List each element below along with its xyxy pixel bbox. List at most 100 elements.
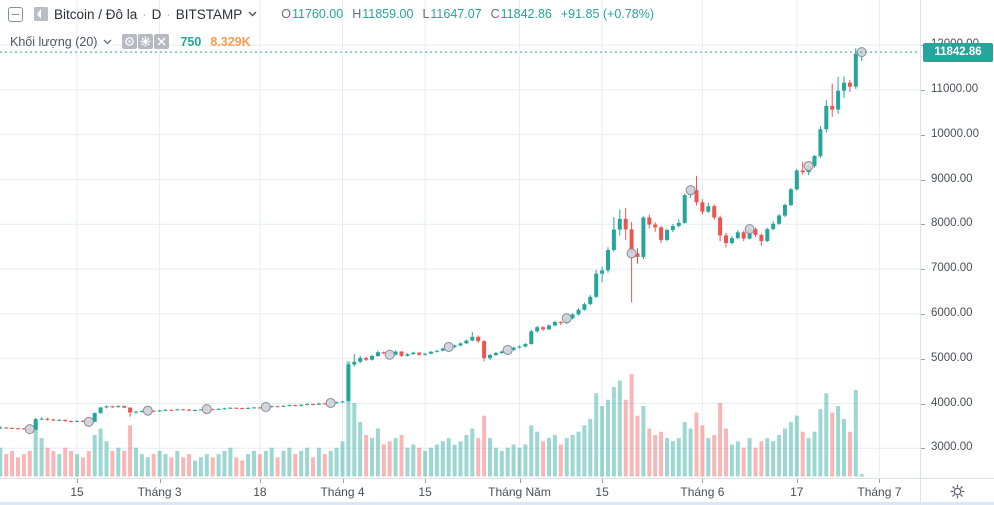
candle-body [794, 170, 799, 190]
volume-bar [582, 425, 587, 477]
volume-bar [139, 454, 144, 477]
volume-bar [859, 474, 864, 477]
volume-bar [777, 434, 782, 477]
price-axis[interactable]: 12000.0011000.0010000.009000.008000.0070… [920, 0, 994, 478]
candle-body [381, 352, 386, 354]
interval-selector[interactable]: D [151, 6, 162, 22]
volume-bar [853, 390, 858, 477]
last-price-badge: 11842.86 [923, 42, 993, 62]
volume-bar [134, 447, 138, 477]
time-tick-label: Tháng 7 [857, 485, 902, 499]
volume-bar [293, 454, 298, 477]
eye-icon[interactable] [122, 34, 138, 49]
candle-body [836, 90, 841, 110]
candle-body [818, 129, 823, 157]
candle-body [334, 402, 339, 404]
price-tick-label: 4000.00 [931, 396, 973, 409]
candle-body [552, 322, 557, 326]
volume-bar [16, 457, 20, 477]
time-tick-label: 15 [418, 485, 432, 499]
candle-body [570, 314, 575, 319]
interval-marker [626, 248, 637, 259]
time-tick-label: 15 [595, 485, 609, 499]
volume-bar [27, 450, 32, 477]
time-tick-mark [259, 479, 261, 483]
volume-bar [346, 361, 351, 477]
volume-bar [393, 438, 398, 477]
volume-bar [39, 438, 44, 477]
volume-bar [157, 450, 162, 477]
volume-bar [98, 428, 103, 477]
volume-bar [647, 428, 652, 477]
candle-body [293, 405, 298, 407]
candle-body [399, 351, 404, 356]
time-tick-label: 15 [70, 485, 84, 499]
volume-bar [21, 454, 26, 477]
volume-bar [659, 431, 664, 477]
volume-bar [429, 447, 433, 477]
candle-body [800, 170, 805, 173]
volume-bar [446, 438, 451, 477]
volume-bar [824, 393, 829, 477]
candle-body [163, 409, 168, 411]
volume-bar [122, 450, 127, 477]
volume-bar [635, 415, 640, 477]
volume-bar [564, 438, 569, 477]
candle-body [269, 406, 274, 408]
time-tick-label: Tháng 3 [137, 485, 182, 499]
time-tick-mark [159, 479, 161, 483]
time-tick-mark [602, 479, 604, 483]
volume-bar [765, 438, 770, 477]
volume-bar [257, 454, 262, 477]
volume-bar [375, 428, 380, 477]
price-tick-mark [921, 179, 925, 181]
chevron-down-icon[interactable] [103, 39, 112, 45]
volume-bar [517, 447, 522, 477]
chart-canvas[interactable] [0, 0, 920, 478]
collapse-legend-button[interactable] [8, 6, 23, 22]
candle-body [33, 419, 38, 430]
close-icon[interactable] [154, 34, 170, 49]
volume-bar [576, 431, 581, 477]
exchange-selector[interactable]: BITSTAMP [175, 6, 243, 22]
axis-settings-gear-icon[interactable] [950, 484, 965, 499]
time-axis[interactable]: 15 Tháng 3 18 Tháng 4 15 Tháng Năm 15 Tháng 6 17… [0, 478, 920, 503]
volume-bar [523, 444, 528, 477]
candle-body [352, 361, 357, 365]
interval-marker [561, 313, 572, 324]
volume-bar [623, 399, 628, 477]
price-tick-label: 7000.00 [931, 262, 973, 275]
candle-body [670, 226, 675, 231]
time-tick-mark [879, 479, 881, 483]
candle-body [682, 195, 687, 223]
symbol-name[interactable]: Bitcoin / Đô la [54, 6, 138, 22]
volume-bar [606, 399, 610, 477]
gear-icon[interactable] [138, 34, 154, 49]
candle-body [783, 204, 787, 216]
candle-body [440, 348, 445, 351]
candle-body [393, 351, 398, 355]
interval-marker [803, 160, 814, 171]
candle-body [617, 218, 622, 230]
volume-bar [252, 450, 256, 477]
volume-bar [228, 447, 233, 477]
price-tick-mark [921, 403, 925, 405]
candle-body [676, 222, 681, 227]
volume-bar [529, 425, 534, 477]
volume-bar [570, 434, 575, 477]
volume-bar [771, 441, 776, 477]
volume-bar [783, 428, 787, 477]
volume-study-title[interactable]: Khối lượng (20) [10, 34, 98, 49]
candle-body [16, 428, 20, 430]
candle-body [139, 411, 144, 413]
volume-bar [193, 460, 197, 477]
chevron-down-icon[interactable] [248, 11, 257, 17]
volume-bar [753, 447, 758, 477]
volume-bar [706, 438, 711, 477]
interval-marker [83, 416, 94, 427]
volume-bar [476, 438, 481, 477]
volume-bar [694, 412, 699, 477]
volume-bar [482, 415, 487, 477]
volume-bar [741, 447, 746, 477]
candle-body [63, 419, 68, 422]
